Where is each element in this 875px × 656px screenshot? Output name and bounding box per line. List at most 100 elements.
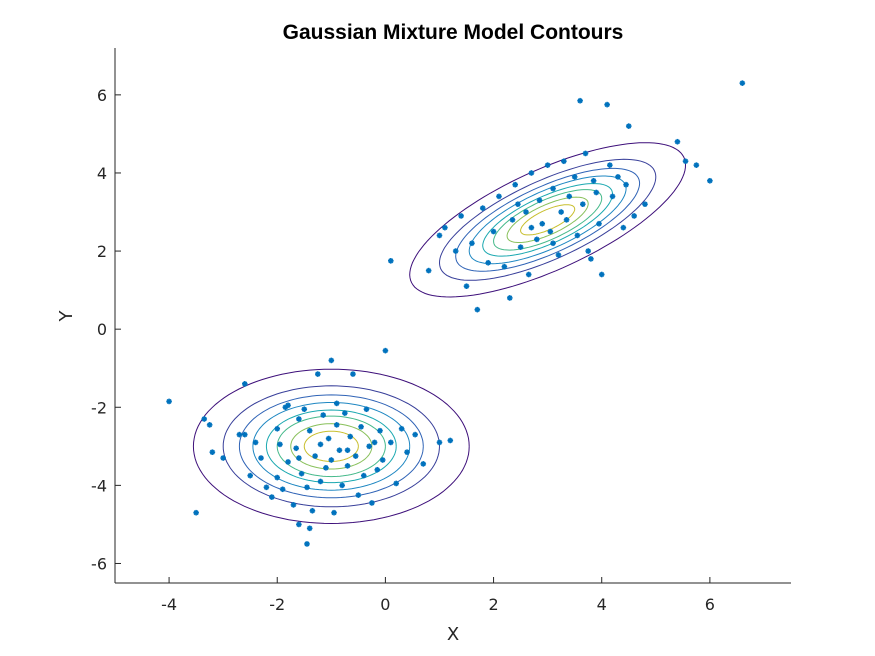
data-point: [325, 435, 332, 442]
data-point: [296, 455, 302, 461]
data-point: [166, 398, 172, 405]
data-point: [274, 474, 281, 481]
data-point: [436, 232, 443, 239]
data-point: [347, 433, 354, 440]
data-point: [506, 295, 513, 301]
data-point: [525, 271, 532, 278]
x-tick-label: -4: [161, 595, 177, 614]
data-point: [490, 228, 497, 235]
data-point: [304, 541, 310, 547]
data-point: [290, 502, 297, 508]
data-point: [201, 416, 208, 422]
data-point: [561, 158, 567, 165]
data-point: [209, 449, 216, 455]
x-tick-label: 4: [597, 595, 607, 614]
data-point: [463, 283, 470, 290]
data-point: [579, 201, 586, 208]
data-point: [544, 162, 551, 168]
data-point: [620, 224, 627, 231]
data-point: [642, 201, 648, 208]
data-point: [523, 209, 529, 215]
data-point: [479, 205, 486, 211]
data-point: [515, 201, 521, 208]
contour-2-level-5: [482, 182, 613, 257]
data-point: [539, 220, 546, 227]
data-point: [269, 494, 275, 500]
data-point: [328, 457, 335, 463]
data-point: [247, 472, 253, 479]
y-tick-label: 6: [97, 86, 107, 105]
data-point: [293, 445, 299, 452]
contour-1-level-8: [303, 430, 359, 462]
data-point: [404, 449, 410, 455]
data-point: [550, 240, 556, 247]
data-point: [377, 427, 383, 434]
contour-2-level-6: [493, 189, 603, 251]
data-point: [425, 267, 432, 274]
data-point: [236, 431, 243, 438]
data-point: [566, 193, 573, 200]
data-point: [607, 162, 613, 168]
data-point: [631, 213, 637, 219]
contour-1-level-2: [222, 385, 440, 508]
data-point: [623, 181, 629, 188]
data-point: [474, 306, 481, 313]
data-point: [555, 252, 562, 258]
data-point: [363, 406, 370, 413]
data-point: [360, 472, 367, 479]
data-point: [323, 464, 329, 471]
data-point: [604, 101, 610, 108]
x-ticks: -4 -2 0 2 4 6: [161, 577, 715, 614]
x-axis-label: X: [447, 624, 459, 645]
contour-2-level-1: [409, 142, 687, 298]
y-ticks: -6 -4 -2 0 2 4 6: [91, 86, 121, 573]
data-point: [279, 486, 286, 493]
data-point: [596, 220, 602, 227]
data-point: [442, 224, 448, 231]
data-point: [496, 193, 502, 200]
data-point: [693, 162, 700, 168]
data-point: [517, 244, 524, 250]
data-point: [501, 263, 508, 270]
data-point: [258, 455, 264, 461]
y-tick-label: 0: [97, 320, 107, 339]
data-point: [739, 80, 746, 86]
data-point: [485, 259, 491, 266]
data-point: [355, 492, 362, 498]
contour-layer: [192, 142, 687, 525]
data-point: [582, 150, 589, 157]
data-point: [512, 181, 518, 188]
data-point: [469, 240, 475, 247]
data-point: [315, 371, 321, 377]
data-point: [274, 425, 281, 432]
data-point: [615, 174, 621, 180]
y-tick-label: 2: [97, 242, 107, 261]
data-point: [296, 416, 302, 422]
data-point: [336, 447, 343, 454]
data-point: [547, 228, 554, 235]
data-point: [571, 174, 578, 180]
data-point: [220, 455, 226, 461]
data-point: [447, 437, 454, 444]
data-point: [452, 248, 459, 254]
data-point: [558, 209, 564, 215]
data-point: [350, 371, 356, 377]
data-point: [563, 217, 570, 223]
data-points: [166, 80, 746, 547]
data-point: [393, 480, 400, 487]
data-point: [317, 441, 324, 448]
data-point: [609, 193, 616, 200]
data-point: [339, 482, 345, 489]
y-tick-label: -4: [91, 476, 107, 495]
data-point: [528, 224, 535, 231]
data-point: [509, 217, 516, 223]
data-point: [241, 381, 248, 387]
data-point: [398, 425, 405, 432]
y-tick-label: -6: [91, 554, 107, 573]
data-point: [536, 197, 543, 204]
data-point: [388, 258, 394, 264]
data-point: [550, 185, 556, 192]
data-point: [374, 466, 381, 473]
data-point: [298, 470, 305, 477]
data-point: [309, 507, 316, 514]
